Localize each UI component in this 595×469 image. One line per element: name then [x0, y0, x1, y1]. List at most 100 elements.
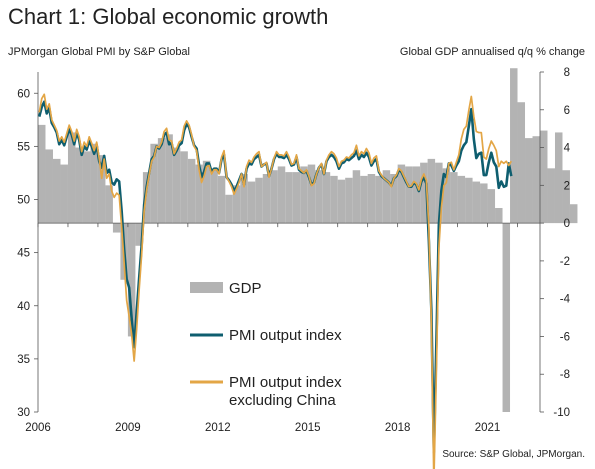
gdp-bar	[217, 175, 226, 224]
legend-gdp-label: GDP	[229, 280, 262, 297]
left-tick-label: 55	[17, 141, 30, 153]
gdp-bar	[510, 68, 518, 224]
left-tick-label: 60	[17, 88, 30, 100]
gdp-bar	[307, 164, 316, 224]
x-tick-label: 2006	[25, 422, 51, 434]
gdp-bar	[180, 151, 188, 224]
legend-gdp-swatch	[190, 282, 223, 293]
right-tick-label: -4	[560, 294, 571, 306]
gdp-bar	[532, 136, 540, 224]
gdp-bar	[562, 170, 570, 224]
gdp-bar	[375, 175, 383, 224]
gdp-bar	[525, 138, 533, 224]
gdp-bar	[262, 174, 271, 224]
gdp-bar	[255, 177, 263, 224]
gdp-bar	[345, 177, 353, 224]
gdp-bar	[337, 179, 346, 224]
gdp-bar	[502, 223, 511, 412]
gdp-bar	[165, 134, 173, 224]
gdp-bar	[285, 172, 293, 224]
left-tick-label: 35	[17, 354, 30, 366]
left-tick-label: 30	[17, 407, 30, 419]
gdp-bar	[75, 147, 83, 224]
gdp-bar	[360, 175, 368, 224]
gdp-bar	[240, 174, 248, 224]
gdp-bar	[330, 175, 338, 224]
gdp-bar	[442, 168, 451, 224]
gdp-bar	[210, 168, 218, 224]
gdp-bar	[60, 164, 68, 224]
chart-title: Chart 1: Global economic growth	[8, 4, 329, 29]
x-tick-label: 2012	[205, 422, 231, 434]
gdp-bar	[517, 102, 526, 224]
gdp-bar	[195, 164, 203, 224]
x-tick-label: 2021	[475, 422, 501, 434]
right-tick-label: -10	[553, 407, 570, 419]
gdp-bar	[397, 164, 406, 224]
gdp-bar	[480, 183, 488, 224]
right-axis-label: Global GDP annualised q/q % change	[399, 46, 585, 58]
left-tick-label: 45	[17, 248, 30, 260]
gdp-bar	[300, 166, 308, 224]
gdp-bar	[450, 172, 458, 224]
gdp-bar	[142, 172, 151, 224]
gdp-bar	[487, 189, 496, 224]
gdp-bar	[420, 162, 428, 224]
right-tick-label: -6	[560, 331, 570, 343]
right-tick-label: 6	[564, 105, 570, 117]
gdp-bars	[38, 68, 578, 412]
tick-labels: 30 35 40 45 50 55 60 -10 -8 -6 -4 -2 0 2 4 6 8 2006 2009 20…	[17, 67, 570, 434]
gdp-bar	[547, 168, 555, 224]
right-tick-label: -2	[560, 256, 570, 268]
gdp-bar	[187, 158, 196, 224]
gdp-bar	[172, 147, 181, 224]
gdp-bar	[52, 158, 61, 224]
gdp-bar	[67, 132, 76, 224]
left-tick-label: 50	[17, 195, 30, 207]
right-tick-label: 8	[564, 67, 570, 79]
left-tick-label: 40	[17, 301, 30, 313]
left-axis-label: JPMorgan Global PMI by S&P Global	[8, 46, 190, 58]
gdp-bar	[225, 194, 233, 224]
x-tick-label: 2015	[295, 422, 321, 434]
gdp-bar	[472, 181, 481, 224]
gdp-bar	[352, 170, 361, 224]
gdp-bar	[127, 223, 136, 337]
gdp-bar	[90, 143, 98, 224]
gdp-bar	[322, 172, 331, 224]
gdp-bar	[157, 138, 166, 224]
gdp-bar	[247, 181, 256, 224]
gdp-bar	[315, 170, 323, 224]
right-tick-label: 4	[564, 143, 571, 155]
gdp-bar	[569, 204, 578, 224]
gdp-bar	[367, 174, 376, 224]
gdp-bar	[405, 166, 413, 224]
legend-pmi-ex-china-label-2: excluding China	[229, 392, 336, 409]
gdp-bar	[465, 177, 473, 224]
gdp-bar	[427, 158, 436, 224]
gdp-bar	[105, 185, 113, 224]
gdp-bar	[82, 151, 91, 224]
gdp-bar	[457, 175, 466, 224]
legend-pmi-ex-china-label-1: PMI output index	[229, 374, 342, 391]
gdp-bar	[540, 130, 548, 224]
gdp-bar	[97, 155, 106, 224]
right-tick-label: -8	[560, 369, 570, 381]
gdp-bar	[38, 124, 46, 224]
legend: GDP PMI output index PMI output index ex…	[190, 280, 342, 409]
gdp-bar	[390, 174, 398, 224]
gdp-bar	[382, 170, 391, 224]
pmi-lines	[37, 93, 513, 469]
source-note: Source: S&P Global, JPMorgan.	[442, 449, 585, 460]
gdp-bar	[232, 185, 241, 224]
gdp-bar	[554, 132, 563, 224]
gdp-bar	[292, 172, 301, 224]
pmi-ex-china-line	[38, 93, 513, 469]
gdp-bar	[202, 160, 211, 224]
gdp-bar	[412, 166, 421, 224]
x-tick-label: 2009	[115, 422, 141, 434]
gdp-bar	[135, 223, 143, 246]
gdp-bar	[495, 208, 503, 224]
gdp-bar	[112, 223, 121, 233]
